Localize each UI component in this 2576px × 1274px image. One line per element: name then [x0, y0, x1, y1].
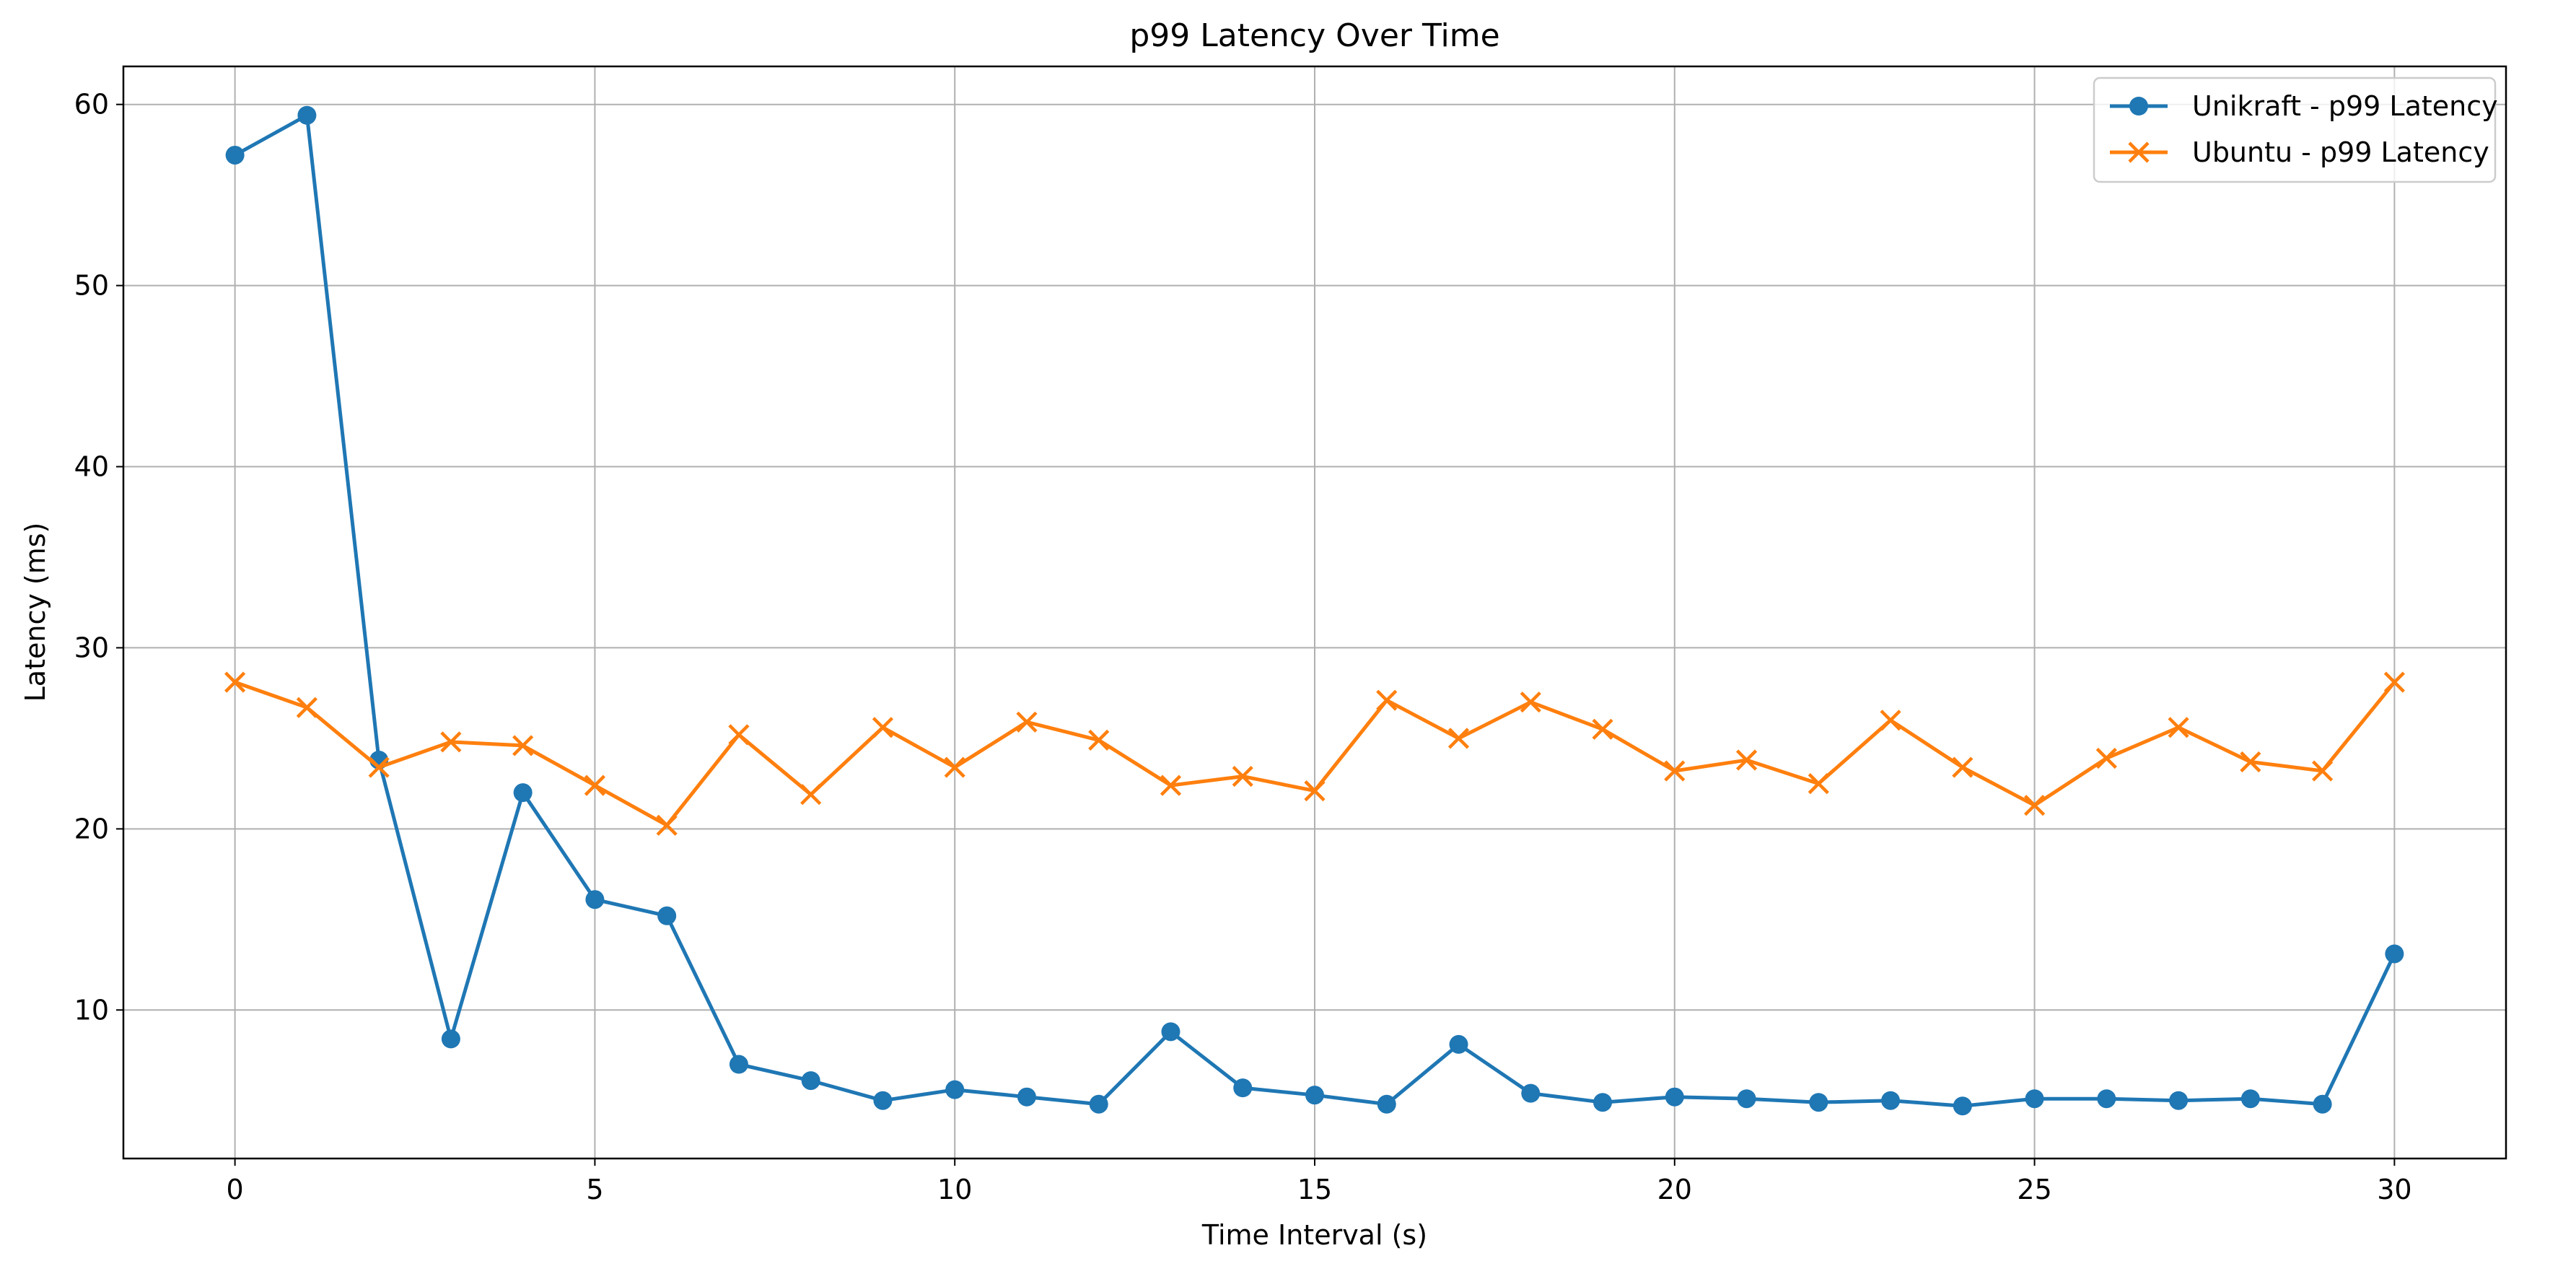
legend-entry-unikraft: Unikraft - p99 Latency — [2110, 90, 2498, 122]
legend-label-unikraft: Unikraft - p99 Latency — [2192, 90, 2498, 122]
data-point-ubuntu — [2168, 717, 2189, 738]
y-tick-label: 40 — [74, 451, 109, 483]
data-point-unikraft — [1809, 1093, 1828, 1112]
data-point-ubuntu — [1808, 773, 1829, 795]
data-point-ubuntu — [1160, 775, 1182, 796]
legend: Unikraft - p99 Latency Ubuntu - p99 Late… — [2093, 77, 2498, 183]
data-point-ubuntu — [584, 775, 606, 796]
data-point-ubuntu — [1664, 760, 1686, 782]
data-point-unikraft — [2025, 1089, 2044, 1109]
y-tick-label: 10 — [74, 994, 109, 1026]
data-point-unikraft — [657, 906, 677, 925]
data-point-ubuntu — [1304, 780, 1326, 802]
data-point-ubuntu — [2312, 760, 2334, 782]
series-layer — [224, 105, 2405, 1116]
data-point-ubuntu — [440, 731, 462, 753]
y-tick-label: 20 — [74, 813, 109, 845]
data-point-ubuntu — [800, 784, 822, 806]
data-point-ubuntu — [1880, 710, 1901, 731]
data-point-unikraft — [225, 145, 245, 165]
data-point-unikraft — [2169, 1091, 2189, 1110]
data-point-unikraft — [1233, 1078, 1253, 1098]
data-point-ubuntu — [656, 814, 678, 836]
data-point-unikraft — [2240, 1089, 2260, 1109]
data-point-unikraft — [2097, 1089, 2116, 1109]
data-point-unikraft — [1377, 1094, 1396, 1114]
data-point-unikraft — [2313, 1094, 2332, 1114]
legend-marker-ubuntu — [2128, 141, 2150, 163]
data-point-unikraft — [1449, 1034, 1468, 1054]
x-tick-label: 30 — [2377, 1174, 2411, 1205]
x-axis-label: Time Interval (s) — [1201, 1219, 1427, 1251]
legend-marker-unikraft — [2129, 97, 2148, 115]
ticks: 0 5 10 15 20 25 30 10 20 30 40 50 60 — [74, 89, 2412, 1205]
data-point-ubuntu — [2383, 671, 2405, 693]
data-point-unikraft — [1881, 1091, 1901, 1110]
data-point-unikraft — [297, 105, 317, 125]
data-point-unikraft — [801, 1071, 820, 1091]
data-point-unikraft — [1737, 1089, 1756, 1109]
data-point-unikraft — [945, 1080, 965, 1099]
data-point-ubuntu — [2095, 747, 2117, 769]
data-point-ubuntu — [1952, 756, 1973, 778]
data-point-ubuntu — [1735, 749, 1758, 771]
data-point-unikraft — [1521, 1083, 1541, 1103]
data-point-unikraft — [873, 1091, 893, 1110]
data-point-ubuntu — [1016, 711, 1038, 733]
y-tick-label: 50 — [74, 270, 109, 302]
data-point-ubuntu — [1376, 689, 1398, 711]
data-point-ubuntu — [2240, 751, 2261, 773]
legend-entry-ubuntu: Ubuntu - p99 Latency — [2110, 136, 2489, 168]
data-point-ubuntu — [368, 756, 390, 778]
y-tick-label: 60 — [74, 89, 109, 121]
data-point-unikraft — [729, 1055, 748, 1074]
data-point-unikraft — [1593, 1093, 1613, 1112]
data-point-unikraft — [1017, 1087, 1036, 1107]
y-tick-label: 30 — [74, 632, 109, 663]
grid — [123, 66, 2506, 1159]
y-axis-label: Latency (ms) — [19, 523, 51, 702]
legend-label-ubuntu: Ubuntu - p99 Latency — [2192, 136, 2489, 168]
data-point-unikraft — [513, 783, 533, 803]
x-tick-label: 5 — [586, 1174, 603, 1205]
data-point-unikraft — [1089, 1094, 1108, 1114]
data-point-ubuntu — [944, 756, 965, 778]
x-tick-label: 10 — [937, 1174, 972, 1205]
data-point-ubuntu — [512, 735, 534, 756]
data-point-ubuntu — [1232, 765, 1253, 787]
data-point-ubuntu — [1592, 718, 1613, 740]
data-point-unikraft — [1953, 1096, 1972, 1116]
x-tick-label: 0 — [227, 1174, 244, 1205]
data-point-ubuntu — [872, 717, 894, 738]
data-point-unikraft — [1305, 1086, 1324, 1105]
data-point-unikraft — [2385, 944, 2404, 964]
data-point-ubuntu — [224, 671, 246, 693]
chart-title: p99 Latency Over Time — [1129, 17, 1499, 54]
data-point-ubuntu — [296, 697, 317, 718]
data-point-unikraft — [1161, 1022, 1180, 1042]
data-point-unikraft — [1665, 1087, 1684, 1107]
x-tick-label: 20 — [1657, 1174, 1692, 1205]
legend-box — [2093, 77, 2497, 183]
data-point-ubuntu — [2023, 795, 2046, 816]
data-point-unikraft — [585, 890, 605, 909]
data-point-ubuntu — [728, 724, 750, 746]
x-tick-label: 25 — [2017, 1174, 2051, 1205]
x-tick-label: 15 — [1297, 1174, 1332, 1205]
data-point-unikraft — [441, 1029, 460, 1049]
series-ubuntu — [224, 671, 2405, 836]
data-point-ubuntu — [1520, 691, 1541, 713]
data-point-ubuntu — [1447, 728, 1470, 749]
data-point-ubuntu — [1088, 729, 1110, 751]
